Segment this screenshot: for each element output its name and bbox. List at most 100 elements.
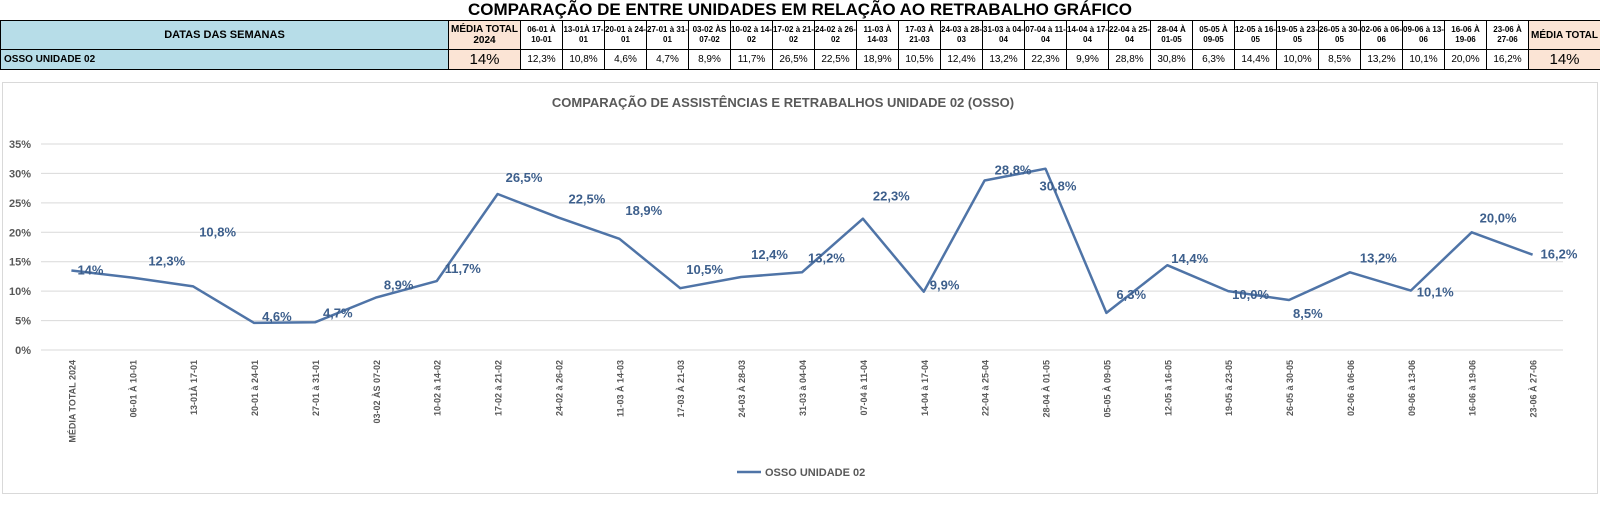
week-header: 26-05 à 30-05 — [1318, 20, 1361, 50]
weeks-label: DATAS DAS SEMANAS — [0, 20, 449, 50]
x-tick-label: 26-05 à 30-05 — [1285, 360, 1295, 416]
week-header: 19-05 à 23-05 — [1276, 20, 1319, 50]
x-tick-label: 22-04 à 25-04 — [981, 360, 991, 416]
avg-2024-value: 14% — [448, 49, 521, 70]
data-label: 14,4% — [1171, 251, 1208, 266]
chart-area: COMPARAÇÃO DE ASSISTÊNCIAS E RETRABALHOS… — [2, 82, 1598, 494]
week-value: 22,5% — [814, 49, 857, 70]
x-tick-label: MÉDIA TOTAL 2024 — [67, 360, 77, 443]
data-label: 10,1% — [1417, 285, 1454, 300]
week-value: 11,7% — [730, 49, 773, 70]
x-tick-label: 07-04 à 11-04 — [859, 360, 869, 416]
x-tick-label: 14-04 à 17-04 — [920, 360, 930, 416]
x-tick-label: 31-03 à 04-04 — [798, 360, 808, 416]
week-header: 20-01 à 24-01 — [604, 20, 647, 50]
data-label: 10,5% — [686, 262, 723, 277]
week-header: 17-03 À 21-03 — [898, 20, 941, 50]
data-label: 8,9% — [384, 278, 414, 293]
data-label: 12,3% — [148, 254, 185, 269]
week-value: 10,0% — [1276, 49, 1319, 70]
data-label: 12,4% — [751, 247, 788, 262]
x-tick-label: 17-02 à 21-02 — [494, 360, 504, 416]
week-value: 8,9% — [688, 49, 731, 70]
week-header: 11-03 À 14-03 — [856, 20, 899, 50]
data-label: 10,0% — [1232, 287, 1269, 302]
week-value: 16,2% — [1486, 49, 1529, 70]
week-value: 9,9% — [1066, 49, 1109, 70]
week-header: 28-04 À 01-05 — [1150, 20, 1193, 50]
week-header: 09-06 à 13-06 — [1402, 20, 1445, 50]
data-label: 10,8% — [199, 224, 236, 239]
x-tick-label: 28-04 À 01-05 — [1042, 360, 1052, 418]
x-tick-label: 27-01 à 31-01 — [311, 360, 321, 416]
week-value: 12,3% — [520, 49, 563, 70]
week-value: 28,8% — [1108, 49, 1151, 70]
x-tick-label: 16-06 à 19-06 — [1468, 360, 1478, 416]
data-label: 14% — [77, 263, 103, 278]
data-label: 6,3% — [1116, 287, 1146, 302]
week-header: 02-06 à 06-06 — [1360, 20, 1403, 50]
week-value: 30,8% — [1150, 49, 1193, 70]
y-tick-label: 30% — [9, 168, 31, 180]
x-tick-label: 02-06 à 06-06 — [1346, 360, 1356, 416]
x-tick-label: 17-03 À 21-03 — [676, 360, 686, 418]
x-tick-label: 24-03 À 28-03 — [737, 360, 747, 418]
week-value: 26,5% — [772, 49, 815, 70]
y-tick-label: 10% — [9, 286, 31, 298]
week-value: 10,5% — [898, 49, 941, 70]
week-value: 20,0% — [1444, 49, 1487, 70]
data-label: 28,8% — [995, 162, 1032, 177]
week-value: 14,4% — [1234, 49, 1277, 70]
x-tick-label: 11-03 À 14-03 — [615, 360, 625, 417]
week-header: 27-01 à 31-01 — [646, 20, 689, 50]
y-tick-label: 0% — [15, 345, 31, 357]
week-header: 24-02 à 26-02 — [814, 20, 857, 50]
week-value: 4,6% — [604, 49, 647, 70]
week-header: 10-02 à 14-02 — [730, 20, 773, 50]
week-header: 22-04 à 25-04 — [1108, 20, 1151, 50]
week-header: 16-06 À 19-06 — [1444, 20, 1487, 50]
x-tick-label: 05-05 À 09-05 — [1102, 360, 1112, 418]
data-label: 22,5% — [568, 192, 605, 207]
y-tick-label: 15% — [9, 257, 31, 269]
x-tick-label: 24-02 à 26-02 — [554, 360, 564, 416]
y-tick-label: 35% — [9, 139, 31, 151]
data-label: 9,9% — [930, 278, 960, 293]
week-header: 31-03 à 04-04 — [982, 20, 1025, 50]
data-label: 18,9% — [625, 203, 662, 218]
week-value: 13,2% — [1360, 49, 1403, 70]
avg-2024-label: MÉDIA TOTAL 2024 — [448, 20, 521, 50]
x-tick-label: 23-06 À 27-06 — [1529, 360, 1539, 418]
data-label: 4,6% — [262, 309, 292, 324]
data-label: 22,3% — [873, 189, 910, 204]
data-label: 16,2% — [1541, 247, 1578, 262]
unit-label: OSSO UNIDADE 02 — [0, 49, 449, 70]
chart-title: COMPARAÇÃO DE ASSISTÊNCIAS E RETRABALHOS… — [552, 95, 1014, 110]
week-value: 10,8% — [562, 49, 605, 70]
week-header: 23-06 À 27-06 — [1486, 20, 1529, 50]
avg-total-value: 14% — [1528, 49, 1600, 70]
data-label: 30,8% — [1040, 179, 1077, 194]
data-label: 4,7% — [323, 305, 353, 320]
x-tick-label: 20-01 à 24-01 — [250, 360, 260, 416]
line-chart: COMPARAÇÃO DE ASSISTÊNCIAS E RETRABALHOS… — [9, 95, 1578, 479]
week-header: 13-01À 17-01 — [562, 20, 605, 50]
data-label: 20,0% — [1480, 210, 1517, 225]
x-tick-label: 19-05 à 23-05 — [1224, 360, 1234, 416]
data-label: 26,5% — [506, 170, 543, 185]
y-tick-label: 20% — [9, 227, 31, 239]
avg-total-label: MÉDIA TOTAL — [1528, 20, 1600, 50]
week-value: 12,4% — [940, 49, 983, 70]
week-header: 17-02 à 21-02 — [772, 20, 815, 50]
data-label: 13,2% — [1360, 250, 1397, 265]
week-header: 24-03 à 28-03 — [940, 20, 983, 50]
week-value: 18,9% — [856, 49, 899, 70]
x-tick-label: 12-05 à 16-05 — [1163, 360, 1173, 416]
table-row: OSSO UNIDADE 02 14% 12,3% 10,8% 4,6% 4,7% 8,… — [0, 49, 1600, 70]
week-header: 05-05 À 09-05 — [1192, 20, 1235, 50]
y-tick-label: 5% — [15, 316, 31, 328]
data-label: 13,2% — [808, 250, 845, 265]
y-tick-label: 25% — [9, 198, 31, 210]
x-tick-label: 13-01À 17-01 — [189, 360, 199, 415]
week-value: 4,7% — [646, 49, 689, 70]
